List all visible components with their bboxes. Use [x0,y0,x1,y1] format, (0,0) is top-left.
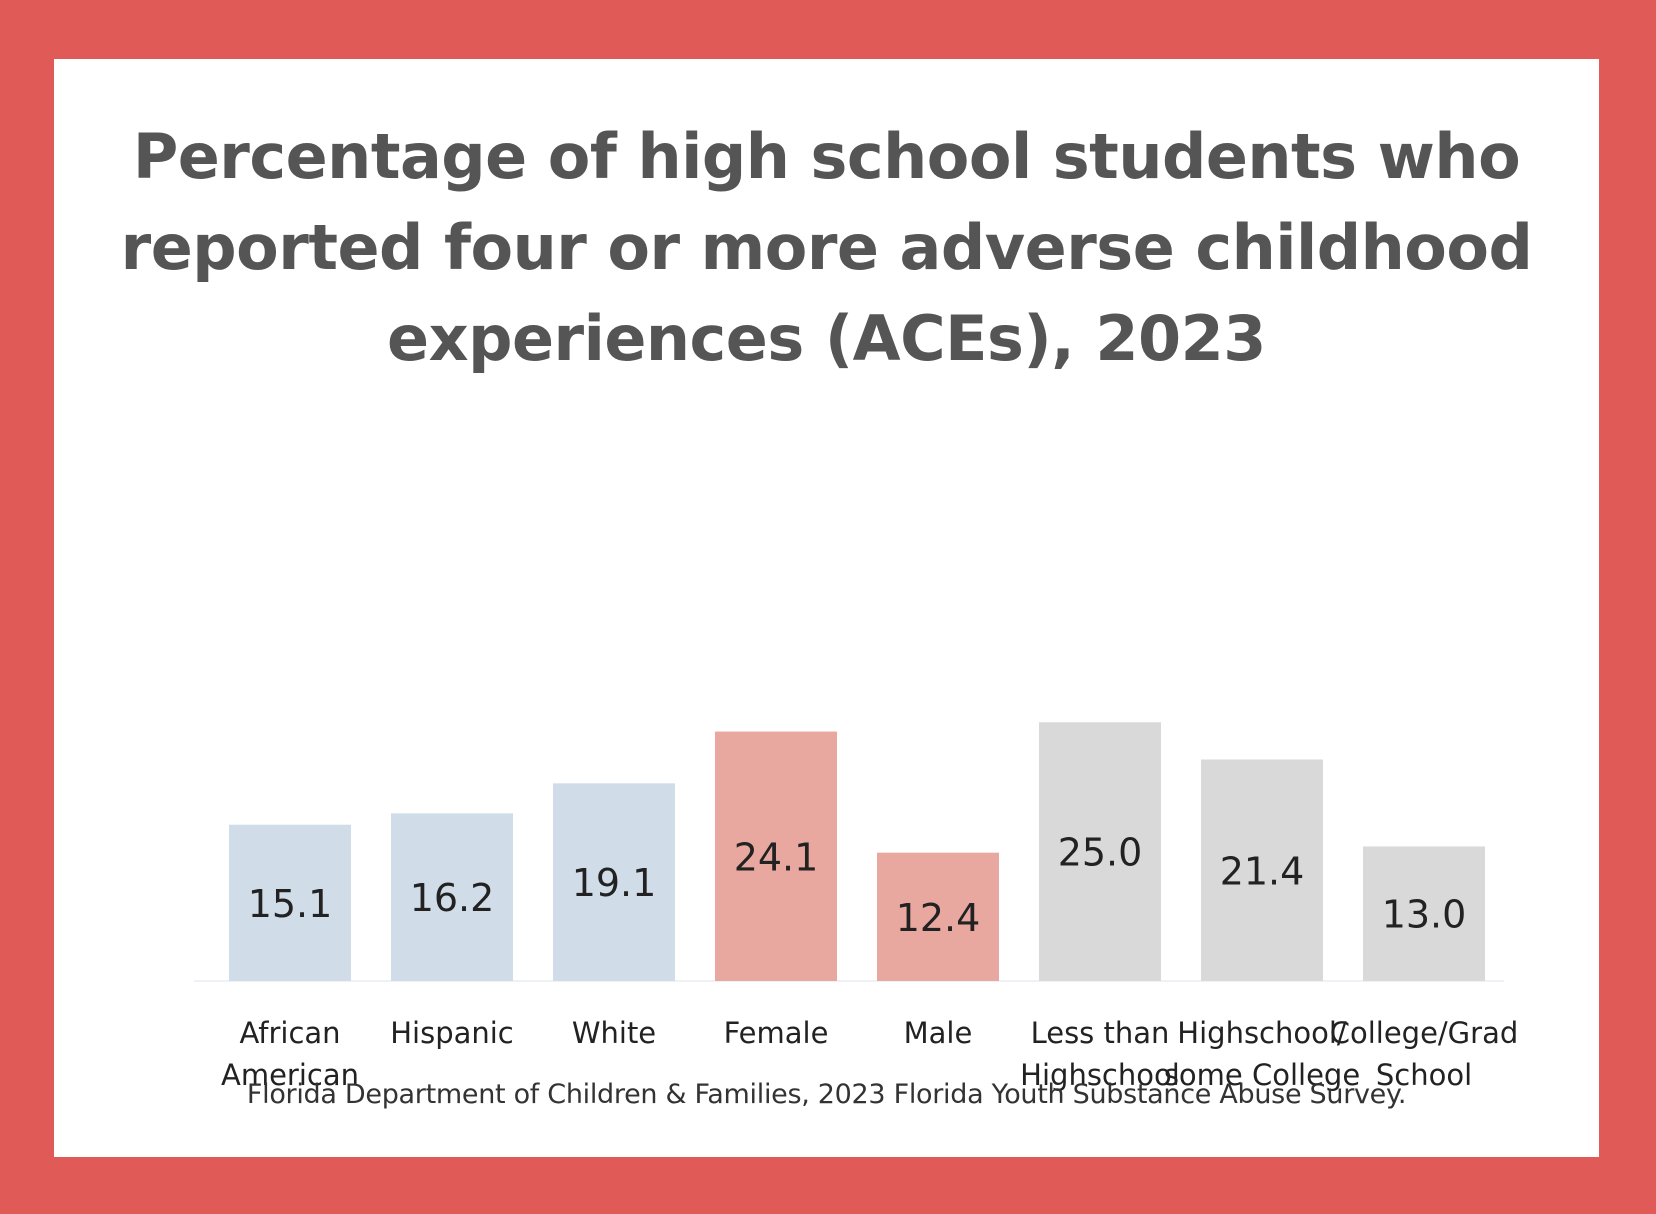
bar-3 [715,731,837,981]
bar-0 [229,824,351,981]
chart-title-line-2: reported four or more adverse childhood [120,211,1533,284]
bar-5 [1039,722,1161,981]
category-label-5-line-0: Less than [1031,1016,1170,1050]
bar-1 [391,813,513,981]
bar-7 [1363,846,1485,981]
category-label-7-line-1: School [1376,1058,1472,1092]
category-label-2-line-0: White [572,1016,656,1050]
bar-value-label-4: 12.4 [896,896,981,940]
category-label-4-line-0: Male [904,1016,973,1050]
bar-value-label-5: 25.0 [1058,831,1143,875]
category-label-7-line-0: College/Grad [1330,1016,1519,1050]
chart-title-line-3: experiences (ACEs), 2023 [387,302,1266,375]
category-label-6-line-0: Highschool/ [1177,1016,1347,1050]
category-label-6-line-1: some College [1164,1058,1360,1092]
bar-value-label-6: 21.4 [1220,849,1305,893]
bar-value-label-3: 24.1 [734,835,819,879]
bar-value-label-0: 15.1 [248,882,333,926]
bar-value-label-2: 19.1 [572,861,657,905]
category-label-1-line-0: Hispanic [390,1016,514,1050]
bar-chart: 15.1 African American 16.2 Hispanic 19.1 White… [194,722,1519,1092]
category-label-0-line-1: American [221,1058,359,1092]
bar-2 [553,783,675,981]
source-note: Florida Department of Children & Familie… [246,1079,1407,1110]
category-label-0-line-0: African [239,1016,340,1050]
category-label-5-line-1: Highschool [1020,1058,1180,1092]
bar-6 [1201,759,1323,981]
bar-4 [877,852,999,981]
bar-value-label-7: 13.0 [1382,893,1467,937]
category-label-3-line-0: Female [724,1016,829,1050]
bar-value-label-1: 16.2 [410,876,495,920]
chart-area: 15.1 African American 16.2 Hispanic 19.1 White… [84,389,1584,1109]
chart-title-line-1: Percentage of high school students who [132,120,1521,193]
chart-card: Percentage of high school students who r… [54,59,1599,1157]
chart-title: Percentage of high school students who r… [54,111,1599,384]
